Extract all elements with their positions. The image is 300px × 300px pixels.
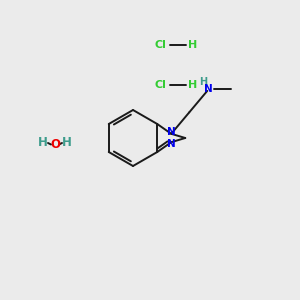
Text: O: O [50, 139, 60, 152]
Text: H: H [188, 80, 198, 90]
Text: H: H [188, 40, 198, 50]
Text: Cl: Cl [154, 40, 166, 50]
Text: H: H [62, 136, 72, 149]
Text: H: H [199, 77, 207, 87]
Text: H: H [38, 136, 48, 149]
Text: N: N [167, 127, 176, 137]
Text: Cl: Cl [154, 80, 166, 90]
Text: N: N [204, 84, 213, 94]
Text: N: N [167, 139, 176, 149]
